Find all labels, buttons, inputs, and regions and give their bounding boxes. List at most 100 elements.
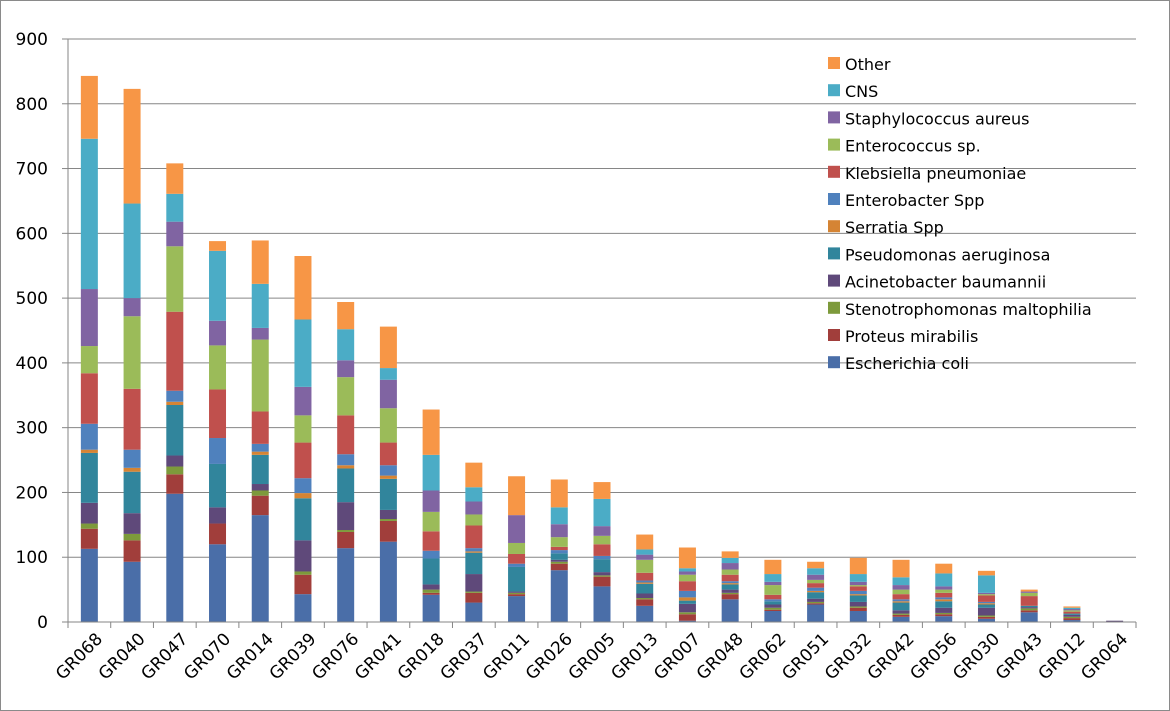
bar-segment xyxy=(294,386,312,416)
legend-label: Klebsiella pneumoniae xyxy=(845,164,1026,183)
bar-segment xyxy=(849,574,867,582)
bar-segment xyxy=(508,542,526,554)
bar-segment xyxy=(849,581,867,586)
bar-segment xyxy=(550,507,568,525)
x-tick-label: GR032 xyxy=(821,629,876,684)
bar-segment xyxy=(166,193,184,222)
bar-segment xyxy=(935,614,953,617)
bar-segment xyxy=(337,302,355,330)
bar-segment xyxy=(80,346,98,374)
legend: Other CNS Staphylococcus aureus Enterococcu… xyxy=(828,55,1092,373)
bar-segment xyxy=(593,559,611,573)
bar-segment xyxy=(209,438,227,464)
bar-segment xyxy=(721,557,739,564)
bar-segment xyxy=(1020,589,1038,592)
x-tick-label: GR030 xyxy=(949,629,1004,684)
bar-segment xyxy=(465,487,483,502)
bar-segment xyxy=(465,514,483,526)
bar-segment xyxy=(636,534,654,550)
bar-segment xyxy=(678,571,696,575)
bar-segment xyxy=(1063,618,1081,621)
bar-segment xyxy=(807,604,825,622)
bar-segment xyxy=(465,551,483,553)
bar-segment xyxy=(678,620,696,622)
bar-segment xyxy=(166,163,184,194)
bar-segment xyxy=(337,531,355,549)
bar-segment xyxy=(294,256,312,320)
y-tick-label: 700 xyxy=(16,160,48,180)
bar-segment xyxy=(593,586,611,622)
x-tick-label: GR041 xyxy=(351,629,406,684)
bar-segment xyxy=(422,550,440,559)
bar-segment xyxy=(1063,613,1081,615)
y-tick-label: 900 xyxy=(16,30,48,50)
bar-segment xyxy=(80,449,98,453)
bar-segment xyxy=(721,574,739,582)
bar-segment xyxy=(977,618,995,622)
bar-segment xyxy=(721,592,739,595)
legend-swatch xyxy=(828,220,840,233)
bar-segment xyxy=(593,572,611,576)
x-tick-label: GR056 xyxy=(907,629,962,684)
bar-segment xyxy=(379,519,397,521)
bar-segment xyxy=(379,509,397,519)
legend-swatch xyxy=(828,274,840,287)
legend-swatch xyxy=(828,193,840,205)
bar-segment xyxy=(379,408,397,443)
bar-segment xyxy=(550,524,568,538)
bar-segment xyxy=(550,561,568,564)
bar-segment xyxy=(636,605,654,622)
bar-segment xyxy=(337,530,355,532)
bar-segment xyxy=(935,607,953,613)
bar-segment xyxy=(166,246,184,312)
bar-segment xyxy=(123,513,141,534)
bar-segment xyxy=(977,570,995,576)
bar-segment xyxy=(1020,591,1038,593)
bar-segment xyxy=(294,498,312,541)
bar-segment xyxy=(935,563,953,574)
bar-segment xyxy=(422,511,440,532)
bar-segment xyxy=(123,449,141,468)
bar-segment xyxy=(807,590,825,593)
bar-segment xyxy=(337,454,355,466)
bar-segment xyxy=(721,583,739,585)
bar-segment xyxy=(977,603,995,605)
bar-segment xyxy=(721,589,739,593)
bar-segment xyxy=(1063,607,1081,610)
bar-segment xyxy=(935,592,953,598)
bar-segment xyxy=(508,596,526,622)
bar-segment xyxy=(807,587,825,591)
bar-segment xyxy=(123,561,141,622)
bar-segment xyxy=(422,592,440,595)
bar-segment xyxy=(166,311,184,391)
bar-segment xyxy=(550,546,568,551)
bar-segment xyxy=(593,498,611,527)
legend-label: Staphylococcus aureus xyxy=(845,109,1029,128)
legend-swatch xyxy=(828,138,840,151)
bar-segment xyxy=(678,590,696,598)
x-tick-label: GR037 xyxy=(437,629,492,684)
bar-segment xyxy=(337,502,355,531)
bar-segment xyxy=(422,531,440,551)
bar-segment xyxy=(550,550,568,554)
bar-segment xyxy=(678,612,696,615)
bar-segment xyxy=(251,495,269,516)
legend-label: Serratia Spp xyxy=(845,218,944,237)
bar-segment xyxy=(892,589,910,595)
bar-segment xyxy=(508,476,526,516)
bar-segment xyxy=(935,599,953,602)
bar-segment xyxy=(209,320,227,346)
bar-segment xyxy=(209,523,227,545)
bar-segment xyxy=(294,574,312,595)
bar-segment xyxy=(678,603,696,613)
bar-segment xyxy=(892,614,910,617)
bar-segment xyxy=(764,607,782,610)
bar-segment xyxy=(935,573,953,587)
bar-segment xyxy=(892,585,910,590)
bar-segment xyxy=(80,523,98,529)
bar-segment xyxy=(379,520,397,542)
bar-segment xyxy=(977,607,995,616)
bar-segment xyxy=(422,490,440,512)
legend-label: Acinetobacter baumannii xyxy=(845,273,1046,292)
